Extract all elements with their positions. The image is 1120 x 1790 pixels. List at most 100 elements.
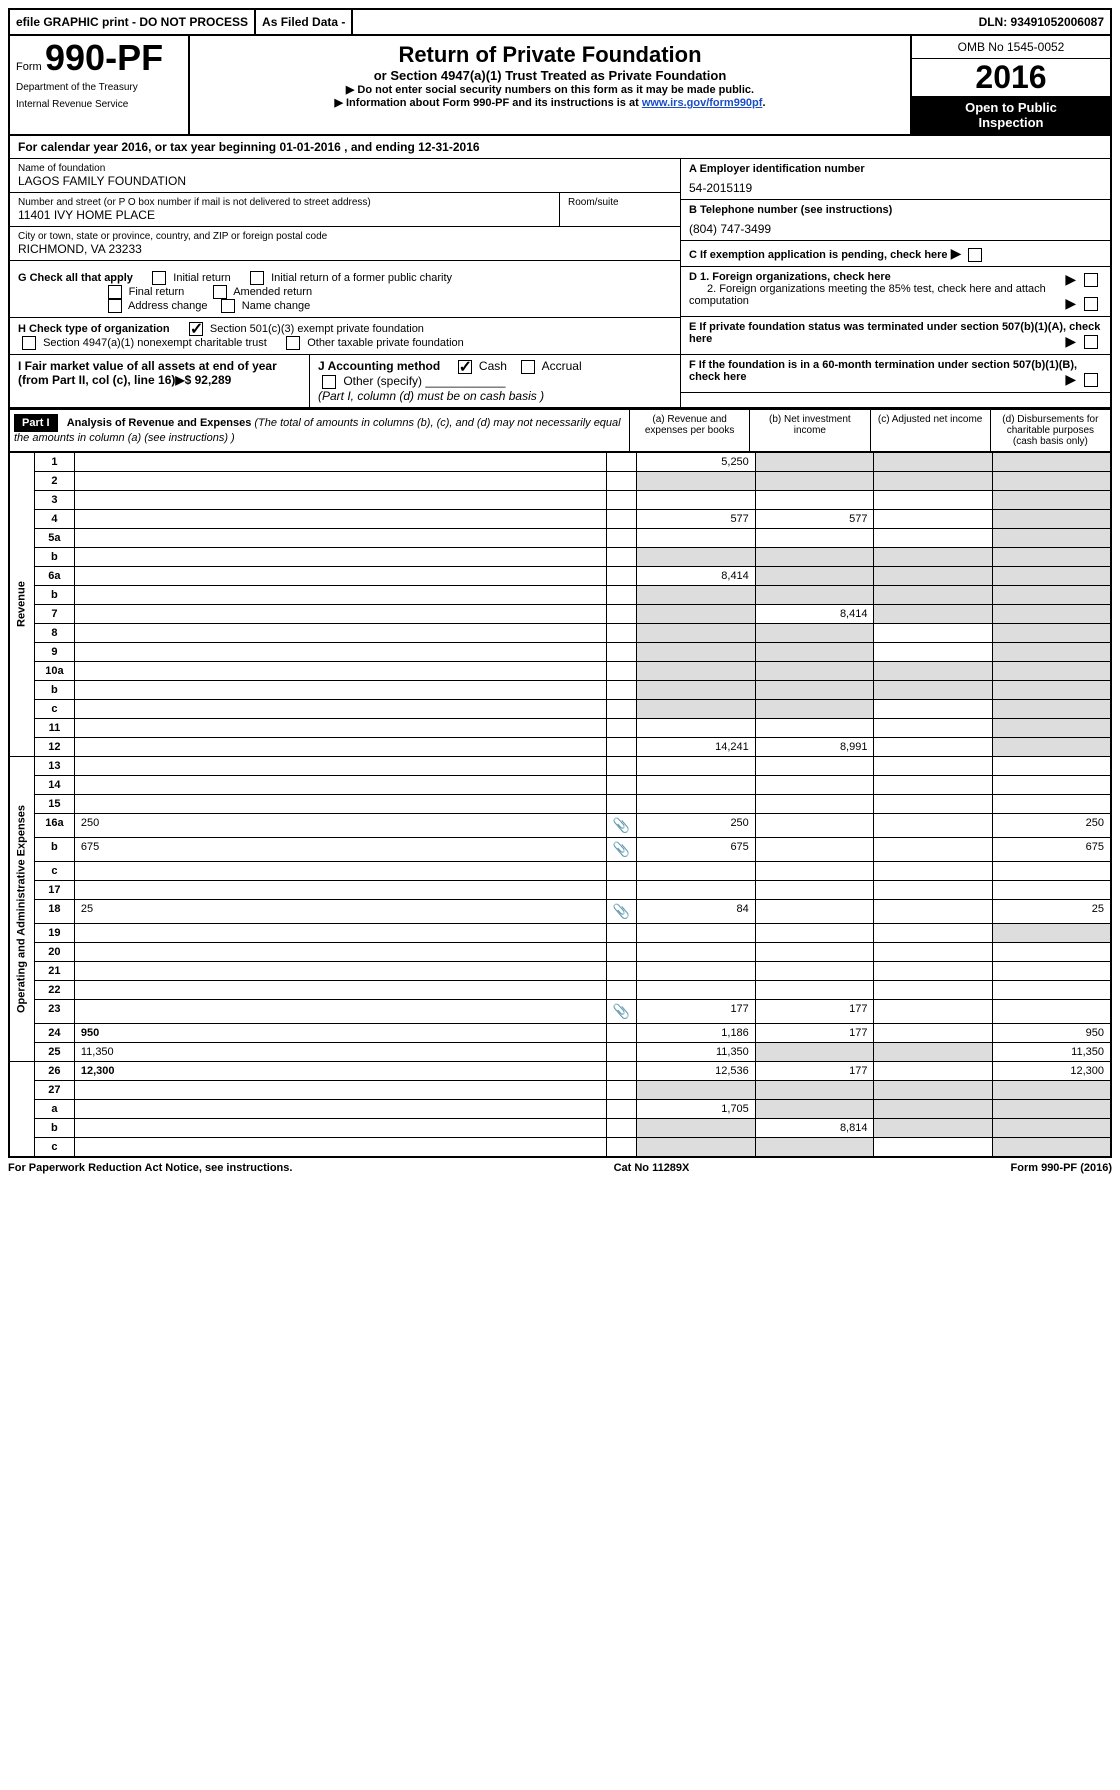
part1-label: Part I (14, 414, 58, 432)
line-description (74, 1080, 606, 1099)
line-row: 2511,35011,35011,350 (9, 1042, 1111, 1061)
amended-checkbox[interactable] (213, 285, 227, 299)
amount-cell-a (637, 775, 756, 794)
amount-cell-c (874, 813, 992, 837)
line-number: b (35, 1118, 75, 1137)
amount-cell-b (755, 961, 874, 980)
attachment-icon[interactable]: 📎 (613, 1003, 630, 1019)
line-description: 11,350 (74, 1042, 606, 1061)
c-checkbox[interactable] (968, 248, 982, 262)
amount-cell-d (992, 1118, 1111, 1137)
line-row: 21 (9, 961, 1111, 980)
amount-cell-b (755, 1080, 874, 1099)
col-a-header: (a) Revenue and expenses per books (630, 410, 750, 451)
amount-cell-d: 675 (992, 837, 1111, 861)
amount-cell-c (874, 547, 992, 566)
amount-cell-a (637, 718, 756, 737)
initial-return-checkbox[interactable] (152, 271, 166, 285)
amount-cell-d (992, 942, 1111, 961)
other-method-checkbox[interactable] (322, 375, 336, 389)
initial-former-checkbox[interactable] (250, 271, 264, 285)
amount-cell-b (755, 585, 874, 604)
amount-cell-c (874, 1042, 992, 1061)
amount-cell-c (874, 999, 992, 1023)
line-row: 22 (9, 980, 1111, 999)
room-suite: Room/suite (560, 193, 680, 226)
4947-checkbox[interactable] (22, 336, 36, 350)
line-number: 3 (35, 490, 75, 509)
line-description (74, 661, 606, 680)
line-number: 8 (35, 623, 75, 642)
amount-cell-a (637, 961, 756, 980)
line-description (74, 604, 606, 623)
amount-cell-c (874, 899, 992, 923)
amount-cell-c (874, 861, 992, 880)
line-number: 7 (35, 604, 75, 623)
amount-cell-d (992, 737, 1111, 756)
line-description (74, 718, 606, 737)
amount-cell-b (755, 794, 874, 813)
d2-checkbox[interactable] (1084, 297, 1098, 311)
part1-header-row: Part I Analysis of Revenue and Expenses … (8, 409, 1112, 452)
d1-checkbox[interactable] (1084, 273, 1098, 287)
e-checkbox[interactable] (1084, 335, 1098, 349)
amount-cell-d (992, 794, 1111, 813)
attachment-icon[interactable]: 📎 (613, 841, 630, 857)
amount-cell-c (874, 699, 992, 718)
form-prefix: Form (16, 61, 42, 73)
line-row: Operating and Administrative Expenses13 (9, 756, 1111, 775)
accrual-checkbox[interactable] (521, 360, 535, 374)
amount-cell-a (637, 1118, 756, 1137)
line-description (74, 999, 606, 1023)
amount-cell-b (755, 1042, 874, 1061)
amount-cell-a (637, 490, 756, 509)
efile-label: efile GRAPHIC print - DO NOT PROCESS (10, 10, 256, 34)
dept-line2: Internal Revenue Service (16, 99, 182, 110)
line-row: 14 (9, 775, 1111, 794)
attachment-icon[interactable]: 📎 (613, 903, 630, 919)
amount-cell-c (874, 1099, 992, 1118)
line-description (74, 566, 606, 585)
line-number: c (35, 861, 75, 880)
amount-cell-a (637, 699, 756, 718)
line-number: 1 (35, 452, 75, 471)
attachment-icon[interactable]: 📎 (613, 817, 630, 833)
amount-cell-a (637, 756, 756, 775)
line-row: a1,705 (9, 1099, 1111, 1118)
f-60month: F If the foundation is in a 60-month ter… (681, 355, 1110, 393)
amount-cell-b (755, 1137, 874, 1157)
name-change-checkbox[interactable] (221, 299, 235, 313)
amount-cell-a (637, 880, 756, 899)
line-number: 25 (35, 1042, 75, 1061)
line-number: b (35, 585, 75, 604)
line-row: 1214,2418,991 (9, 737, 1111, 756)
line-row: 5a (9, 528, 1111, 547)
line-number: 16a (35, 813, 75, 837)
amount-cell-a (637, 1080, 756, 1099)
amount-cell-a (637, 604, 756, 623)
amount-cell-c (874, 1023, 992, 1042)
final-return-checkbox[interactable] (108, 285, 122, 299)
line-number: b (35, 680, 75, 699)
f-checkbox[interactable] (1084, 373, 1098, 387)
501c3-checkbox[interactable] (189, 322, 203, 336)
amount-cell-b (755, 813, 874, 837)
amount-cell-d (992, 547, 1111, 566)
line-row: 20 (9, 942, 1111, 961)
amount-cell-b (755, 718, 874, 737)
amount-cell-c (874, 1080, 992, 1099)
cash-checkbox[interactable] (458, 360, 472, 374)
amount-cell-d (992, 999, 1111, 1023)
amount-cell-b (755, 775, 874, 794)
amount-cell-a: 14,241 (637, 737, 756, 756)
line-row: b (9, 585, 1111, 604)
addr-change-checkbox[interactable] (108, 299, 122, 313)
note-ssn: ▶ Do not enter social security numbers o… (196, 83, 904, 96)
amount-cell-b: 8,414 (755, 604, 874, 623)
other-taxable-checkbox[interactable] (286, 336, 300, 350)
line-row: 3 (9, 490, 1111, 509)
i-fmv: I Fair market value of all assets at end… (10, 355, 310, 407)
amount-cell-c (874, 942, 992, 961)
amount-cell-b (755, 566, 874, 585)
irs-link[interactable]: www.irs.gov/form990pf (642, 97, 763, 109)
